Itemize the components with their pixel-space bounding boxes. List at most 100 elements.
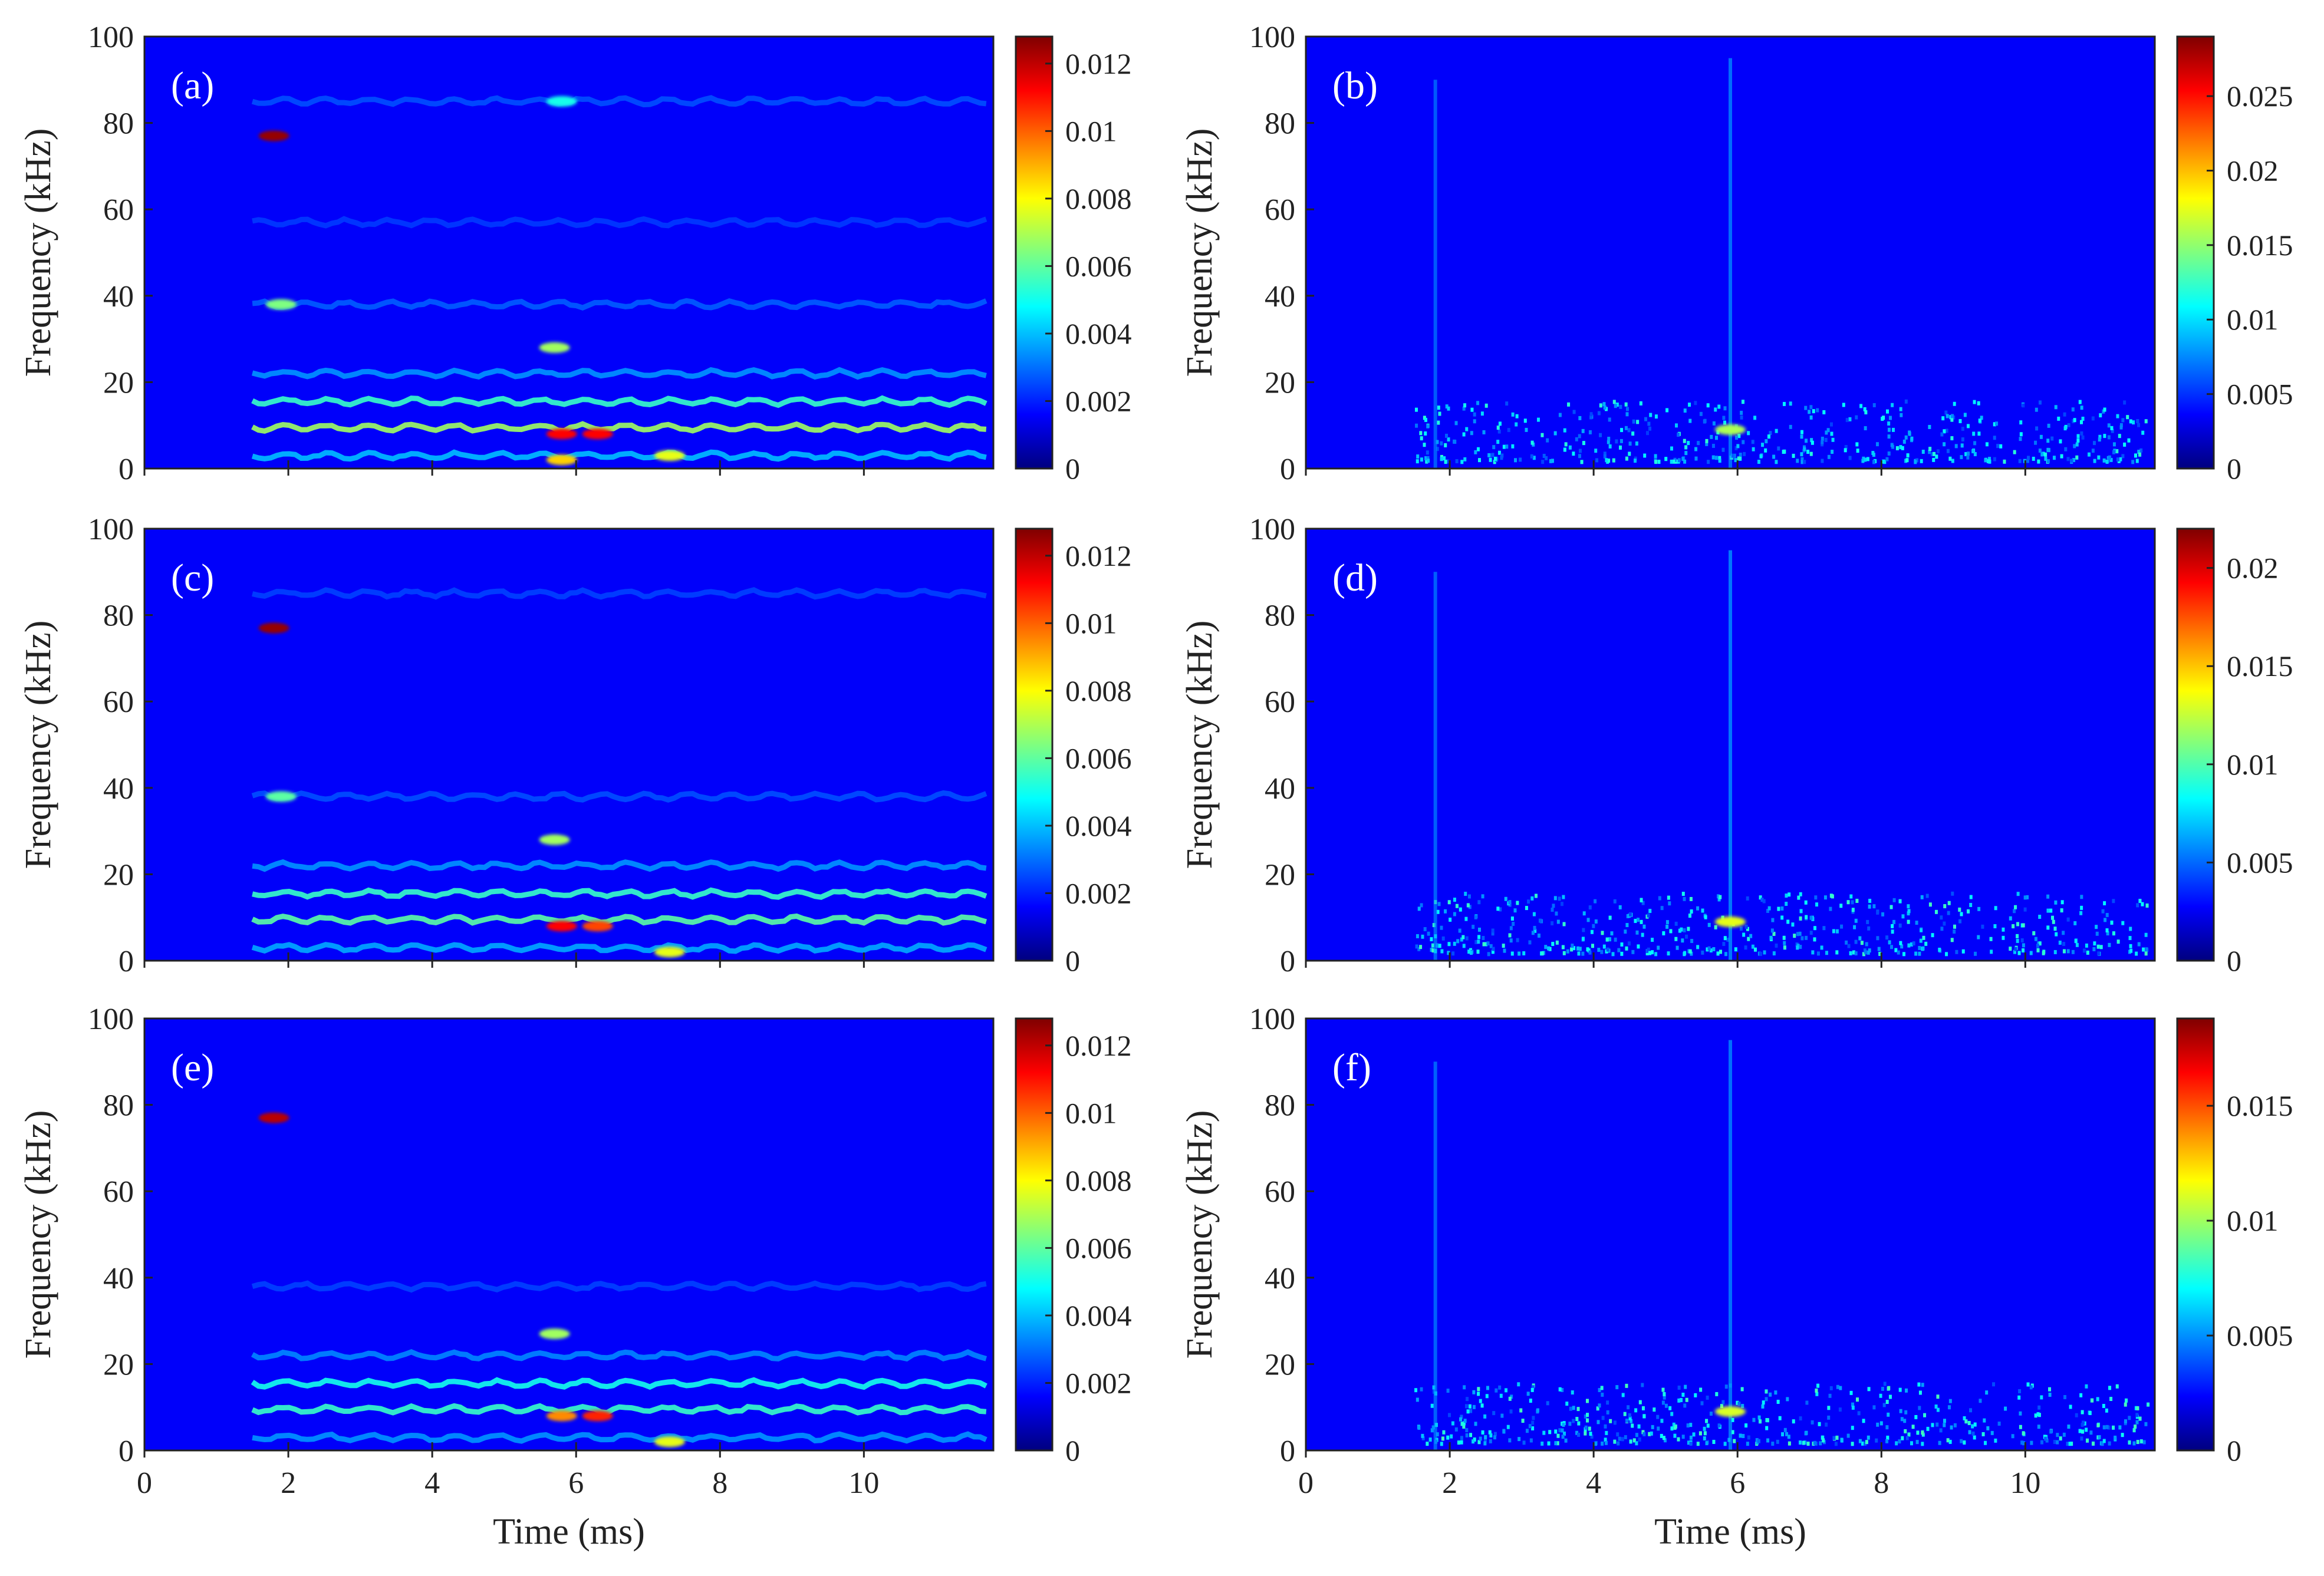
noise-cell bbox=[1804, 1431, 1808, 1436]
noise-cell bbox=[1657, 1426, 1660, 1431]
energy-spot bbox=[654, 450, 685, 461]
noise-cell bbox=[1660, 1419, 1664, 1423]
noise-cell bbox=[1618, 445, 1622, 450]
noise-cell bbox=[2069, 1404, 2072, 1409]
noise-cell bbox=[1971, 1424, 1974, 1429]
noise-cell bbox=[1966, 424, 1970, 428]
noise-cell bbox=[1904, 1429, 1907, 1433]
noise-cell bbox=[1792, 453, 1795, 458]
noise-cell bbox=[1519, 1408, 1523, 1413]
noise-cell bbox=[1637, 1424, 1641, 1429]
noise-cell bbox=[1706, 947, 1709, 952]
noise-cell bbox=[1522, 951, 1526, 955]
noise-cell bbox=[2107, 1425, 2111, 1430]
noise-cell bbox=[2139, 448, 2143, 453]
colorbar-tick-label: 0.004 bbox=[1065, 317, 1132, 350]
noise-cell bbox=[1840, 1437, 1844, 1442]
noise-cell bbox=[1572, 1419, 1575, 1423]
noise-cell bbox=[2081, 1410, 2084, 1415]
noise-cell bbox=[1722, 416, 1726, 420]
noise-cell bbox=[2099, 413, 2102, 418]
noise-cell bbox=[1472, 1404, 1476, 1409]
noise-cell bbox=[1540, 1441, 1544, 1446]
noise-cell bbox=[1814, 895, 1818, 900]
noise-cell bbox=[1845, 418, 1849, 423]
noise-cell bbox=[1628, 912, 1632, 916]
noise-cell bbox=[1886, 409, 1890, 414]
noise-cell bbox=[1623, 1412, 1627, 1416]
noise-cell bbox=[1421, 1433, 1424, 1438]
noise-cell bbox=[1594, 1442, 1598, 1446]
noise-cell bbox=[1836, 1384, 1839, 1389]
noise-cell bbox=[1451, 951, 1455, 956]
noise-cell bbox=[1780, 906, 1784, 911]
plot-frame bbox=[1305, 35, 2156, 470]
noise-cell bbox=[1473, 419, 1476, 424]
noise-cell bbox=[2131, 460, 2135, 464]
noise-cell bbox=[1940, 915, 1943, 920]
noise-cell bbox=[2124, 1402, 2127, 1407]
noise-cell bbox=[2139, 1439, 2143, 1444]
noise-cell bbox=[1921, 449, 1925, 454]
noise-cell bbox=[1799, 1416, 1802, 1421]
noise-cell bbox=[1683, 952, 1686, 957]
colorbar-tick-label: 0.01 bbox=[1065, 606, 1117, 639]
noise-cell bbox=[2020, 1440, 2024, 1445]
noise-cell bbox=[1734, 446, 1738, 450]
noise-cell bbox=[1497, 429, 1501, 434]
noise-cell bbox=[1558, 1428, 1562, 1433]
noise-cell bbox=[1960, 455, 1963, 460]
noise-cell bbox=[1747, 937, 1750, 941]
noise-cell bbox=[1783, 941, 1786, 945]
energy-spot bbox=[265, 299, 297, 310]
noise-cell bbox=[1457, 1440, 1460, 1445]
noise-cell bbox=[1851, 908, 1855, 912]
noise-cell bbox=[1581, 951, 1585, 956]
y-tick-label: 40 bbox=[103, 1262, 134, 1295]
noise-cell bbox=[1800, 936, 1804, 941]
colorbar-tick-label: 0.005 bbox=[2227, 846, 2293, 879]
noise-cell bbox=[1553, 896, 1557, 901]
noise-cell bbox=[1898, 923, 1902, 928]
noise-cell bbox=[1538, 918, 1542, 923]
noise-cell bbox=[1663, 1392, 1666, 1397]
noise-cell bbox=[1887, 1386, 1891, 1390]
noise-cell bbox=[1505, 1388, 1508, 1393]
noise-cell bbox=[1635, 1433, 1638, 1437]
noise-cell bbox=[1436, 447, 1439, 451]
noise-cell bbox=[1800, 452, 1803, 457]
noise-cell bbox=[1943, 442, 1946, 447]
noise-cell bbox=[1664, 457, 1668, 461]
noise-cell bbox=[1826, 428, 1830, 433]
noise-cell bbox=[1966, 455, 1970, 460]
noise-cell bbox=[1657, 945, 1660, 950]
noise-cell bbox=[1925, 893, 1929, 898]
noise-cell bbox=[1469, 951, 1473, 955]
noise-cell bbox=[1793, 934, 1796, 938]
noise-cell bbox=[1672, 1422, 1675, 1427]
noise-cell bbox=[1885, 1425, 1889, 1430]
noise-cell bbox=[1742, 1433, 1745, 1438]
noise-cell bbox=[2109, 457, 2113, 462]
noise-cell bbox=[1533, 925, 1536, 930]
noise-cell bbox=[1944, 410, 1948, 415]
noise-cell bbox=[1483, 1414, 1487, 1419]
colorbar-tick-label: 0.012 bbox=[1065, 539, 1132, 572]
noise-cell bbox=[1466, 903, 1470, 908]
noise-cell bbox=[1654, 414, 1658, 419]
noise-cell bbox=[1864, 1442, 1867, 1446]
noise-cell bbox=[1986, 1426, 1990, 1430]
noise-cell bbox=[1710, 434, 1713, 439]
noise-cell bbox=[1634, 459, 1637, 463]
energy-spot bbox=[1715, 424, 1746, 436]
noise-cell bbox=[1453, 941, 1456, 946]
noise-cell bbox=[1921, 1383, 1924, 1387]
noise-cell bbox=[1481, 1430, 1484, 1435]
noise-cell bbox=[1525, 906, 1528, 911]
colorbar-tick-label: 0 bbox=[1065, 1434, 1080, 1467]
energy-spot bbox=[546, 454, 577, 466]
noise-cell bbox=[1590, 929, 1594, 934]
noise-cell bbox=[2091, 416, 2095, 421]
noise-cell bbox=[1704, 915, 1707, 919]
noise-cell bbox=[2058, 940, 2062, 945]
